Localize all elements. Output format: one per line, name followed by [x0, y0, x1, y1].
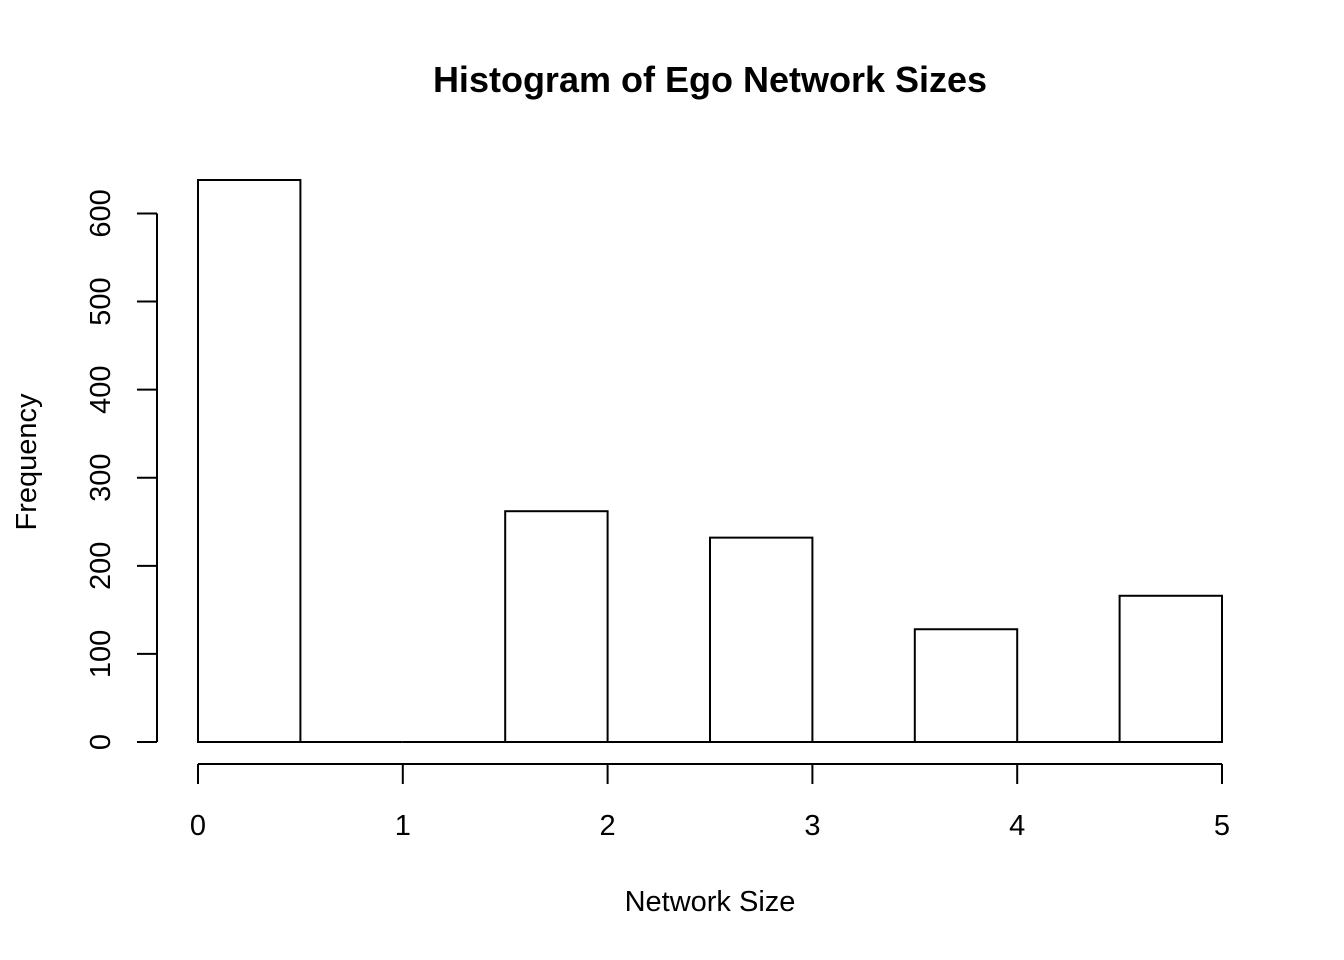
y-axis-label: Frequency: [11, 393, 43, 531]
chart-title: Histogram of Ego Network Sizes: [433, 59, 987, 100]
y-tick-label: 200: [85, 542, 117, 590]
x-tick-label: 0: [190, 810, 206, 842]
bars-group: [197, 179, 1223, 743]
x-tick-label: 1: [395, 810, 411, 842]
histogram-bar: [504, 510, 609, 743]
x-axis: 0 1 2 3 4 5: [190, 763, 1230, 842]
y-tick-label: 300: [85, 454, 117, 502]
histogram-bar: [709, 536, 814, 743]
histogram-bar: [913, 628, 1019, 743]
histogram-bar: [197, 179, 302, 743]
y-tick-label: 0: [85, 734, 117, 750]
y-tick-label: 400: [85, 365, 117, 413]
x-tick-label: 4: [1009, 810, 1025, 842]
histogram-bar: [1118, 594, 1223, 743]
y-tick-label: 600: [85, 189, 117, 237]
x-axis-label: Network Size: [625, 886, 796, 918]
y-axis: 0 100 200 300 400 500 600: [85, 189, 158, 750]
y-tick-label: 100: [85, 630, 117, 678]
x-tick-label: 5: [1214, 810, 1230, 842]
x-tick-label: 2: [600, 810, 616, 842]
x-tick-label: 3: [804, 810, 820, 842]
y-tick-label: 500: [85, 277, 117, 325]
